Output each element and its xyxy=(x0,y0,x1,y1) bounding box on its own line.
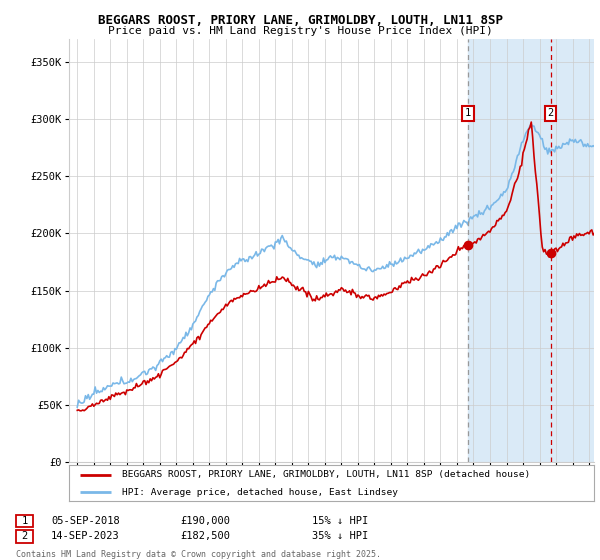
Text: 05-SEP-2018: 05-SEP-2018 xyxy=(51,516,120,526)
Text: HPI: Average price, detached house, East Lindsey: HPI: Average price, detached house, East… xyxy=(121,488,398,497)
Text: 1: 1 xyxy=(22,516,28,526)
Text: Contains HM Land Registry data © Crown copyright and database right 2025.
This d: Contains HM Land Registry data © Crown c… xyxy=(16,550,381,560)
Text: £190,000: £190,000 xyxy=(180,516,230,526)
Text: 15% ↓ HPI: 15% ↓ HPI xyxy=(312,516,368,526)
Text: Price paid vs. HM Land Registry's House Price Index (HPI): Price paid vs. HM Land Registry's House … xyxy=(107,26,493,36)
Text: £182,500: £182,500 xyxy=(180,531,230,542)
Bar xyxy=(468,39,594,462)
Text: 14-SEP-2023: 14-SEP-2023 xyxy=(51,531,120,542)
Text: 1: 1 xyxy=(465,109,471,119)
Text: BEGGARS ROOST, PRIORY LANE, GRIMOLDBY, LOUTH, LN11 8SP: BEGGARS ROOST, PRIORY LANE, GRIMOLDBY, L… xyxy=(97,14,503,27)
Text: BEGGARS ROOST, PRIORY LANE, GRIMOLDBY, LOUTH, LN11 8SP (detached house): BEGGARS ROOST, PRIORY LANE, GRIMOLDBY, L… xyxy=(121,470,530,479)
Text: 35% ↓ HPI: 35% ↓ HPI xyxy=(312,531,368,542)
Text: 2: 2 xyxy=(22,531,28,542)
Text: 2: 2 xyxy=(547,109,554,119)
